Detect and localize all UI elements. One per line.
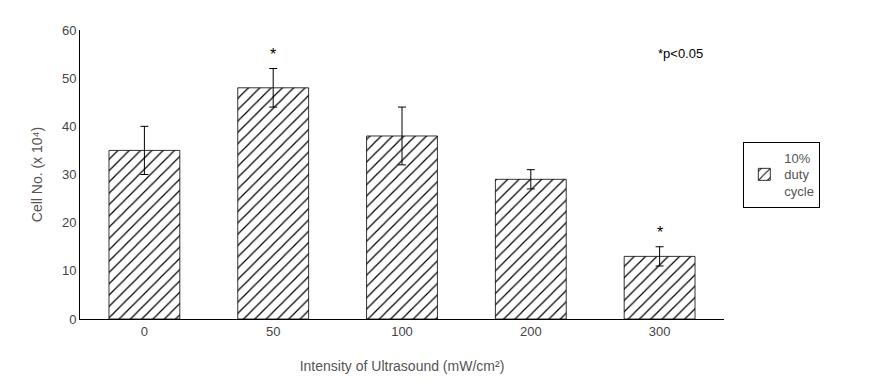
svg-text:0: 0 — [141, 324, 148, 339]
svg-text:30: 30 — [62, 167, 76, 182]
svg-text:0: 0 — [69, 312, 76, 327]
svg-text:50: 50 — [62, 71, 76, 86]
svg-text:50: 50 — [266, 324, 280, 339]
svg-text:200: 200 — [520, 324, 542, 339]
svg-text:10: 10 — [62, 263, 76, 278]
svg-text:40: 40 — [62, 119, 76, 134]
svg-text:Intensity of Ultrasound (mW/cm: Intensity of Ultrasound (mW/cm²) — [300, 358, 505, 374]
svg-text:Cell No. (x 10⁴): Cell No. (x 10⁴) — [29, 127, 45, 222]
svg-text:*p<0.05: *p<0.05 — [658, 46, 703, 61]
svg-text:*: * — [270, 46, 276, 63]
svg-text:60: 60 — [62, 23, 76, 38]
svg-text:20: 20 — [62, 215, 76, 230]
svg-text:*: * — [657, 224, 663, 241]
svg-text:300: 300 — [649, 324, 671, 339]
svg-text:10%dutycycle: 10%dutycycle — [784, 151, 814, 200]
svg-text:100: 100 — [391, 324, 413, 339]
